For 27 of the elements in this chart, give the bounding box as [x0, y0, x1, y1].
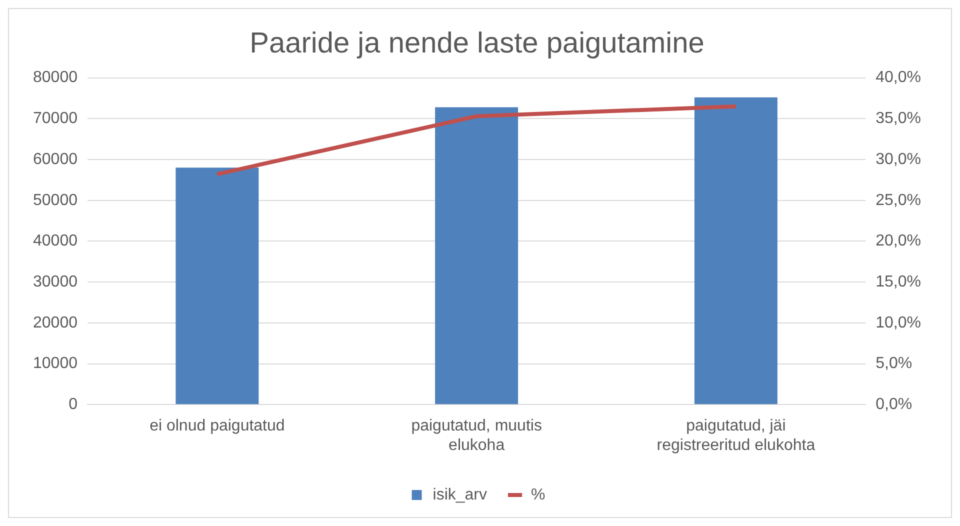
- y2-tick-label: 15,0%: [876, 273, 922, 290]
- y2-tick-label: 35,0%: [876, 110, 922, 128]
- legend-label: isik_arv: [432, 486, 488, 504]
- y2-tick-label: 0,0%: [876, 396, 912, 414]
- x-tick-label: paigutatud, jäi registreeritud elukohta: [656, 418, 816, 454]
- y-tick-label: 70000: [32, 110, 78, 128]
- y2-tick-label: 30,0%: [876, 150, 922, 168]
- legend-label: %: [531, 486, 546, 504]
- y-tick-label: 50000: [32, 192, 78, 209]
- bar: [435, 107, 518, 404]
- y-tick-label: 20000: [32, 314, 78, 332]
- y-tick-label: 80000: [32, 69, 78, 86]
- y2-tick-label: 10,0%: [876, 314, 922, 332]
- bar: [176, 168, 259, 404]
- y-tick-label: 60000: [32, 150, 78, 168]
- x-tick-label: ei olnud paigutatud: [150, 418, 285, 435]
- y2-tick-label: 20,0%: [876, 232, 922, 250]
- x-tick-label: paigutatud, muutis elukoha: [411, 418, 542, 454]
- y-tick-label: 0: [68, 396, 78, 414]
- y-tick-label: 30000: [32, 273, 78, 290]
- y2-tick-label: 5,0%: [876, 355, 912, 372]
- y-tick-label: 10000: [32, 355, 78, 372]
- bar: [694, 97, 778, 404]
- chart-title: Paaride ja nende laste paigutamine: [250, 27, 704, 60]
- y2-tick-label: 25,0%: [876, 192, 922, 209]
- y-tick-label: 40000: [32, 232, 78, 250]
- y2-tick-label: 40,0%: [876, 69, 922, 86]
